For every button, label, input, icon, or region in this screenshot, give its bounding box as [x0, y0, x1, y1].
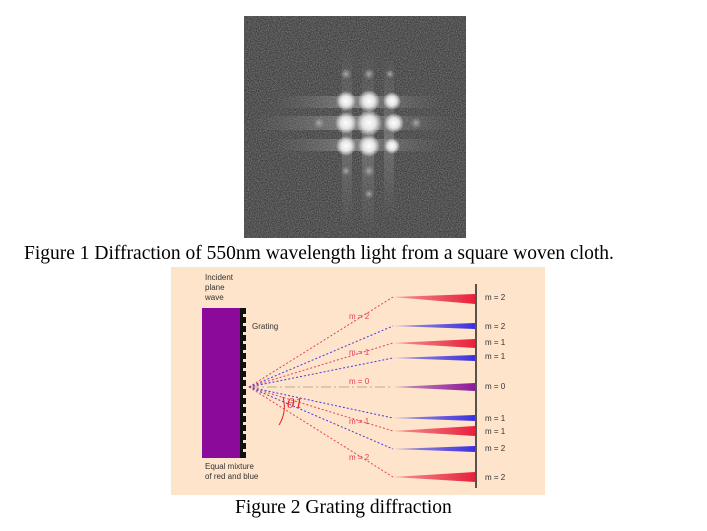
diffraction-pattern	[244, 16, 466, 238]
grating-label: Grating	[252, 322, 279, 331]
screen-label-m0: m = 0	[485, 382, 506, 391]
screen-label-blue-m2-lower: m = 2	[485, 444, 506, 453]
screen-label-red-m2-upper: m = 2	[485, 293, 506, 302]
order-label-m1-upper: m = 1	[349, 348, 370, 357]
screen-label-blue-m2-upper: m = 2	[485, 322, 506, 331]
grating-diagram-svg	[202, 284, 477, 488]
mixture-label: Equal mixture of red and blue	[205, 462, 259, 481]
screen-label-blue-m1-upper: m = 1	[485, 352, 506, 361]
screen-label-blue-m1-lower: m = 1	[485, 414, 506, 423]
angle-arc	[278, 396, 285, 426]
screen-label-red-m1-lower: m = 1	[485, 427, 506, 436]
order-label-m2-lower: m = 2	[349, 453, 370, 462]
order-label-m1-lower: m = 1	[349, 417, 370, 426]
order-label-m2-upper: m = 2	[349, 312, 370, 321]
figure-2-caption: Figure 2 Grating diffraction	[235, 497, 452, 518]
screen-label-red-m2-lower: m = 2	[485, 473, 506, 482]
order-label-m0: m = 0	[349, 377, 370, 386]
incident-wave-label: Incident plane wave	[205, 273, 234, 302]
figure-2-grating-diagram: Incident plane wave Grating Equal mixtur…	[171, 267, 545, 495]
screen-label-red-m1-upper: m = 1	[485, 338, 506, 347]
figure-1-diffraction-image	[244, 16, 466, 238]
angle-theta-label: θ1	[287, 397, 304, 412]
figure-1-caption: Figure 1 Diffraction of 550nm wavelength…	[24, 243, 614, 264]
incident-wave-block	[202, 308, 240, 458]
